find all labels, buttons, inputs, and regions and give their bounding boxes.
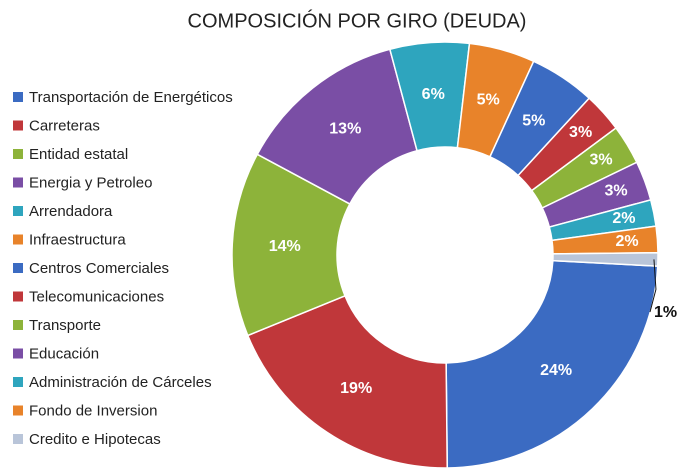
- leader-line: [649, 259, 657, 313]
- legend-label: Infraestructura: [29, 231, 126, 248]
- slice-label: 3%: [590, 152, 613, 169]
- legend-swatch: [13, 206, 23, 216]
- legend-swatch: [13, 263, 23, 273]
- legend-swatch: [13, 320, 23, 330]
- legend-label: Telecomunicaciones: [29, 288, 164, 305]
- legend-label: Transporte: [29, 317, 101, 334]
- legend-label: Transportación de Energéticos: [29, 89, 233, 106]
- legend-swatch: [13, 234, 23, 245]
- legend-swatch: [13, 120, 23, 131]
- slice-label: 14%: [269, 238, 301, 255]
- legend-label: Centros Comerciales: [29, 260, 169, 277]
- legend-label: Arrendadora: [29, 203, 113, 220]
- legend-label: Administración de Cárceles: [29, 374, 212, 391]
- donut-slice: [552, 252, 659, 267]
- slice-label: 2%: [615, 233, 638, 250]
- legend-swatch: [13, 92, 23, 102]
- slice-label: 2%: [612, 210, 635, 227]
- chart-title: COMPOSICIÓN POR GIRO (DEUDA): [188, 9, 527, 32]
- legend-swatch: [13, 405, 23, 416]
- legend-label: Credito e Hipotecas: [29, 431, 161, 448]
- slice-label: 3%: [604, 183, 627, 200]
- legend-label: Educación: [29, 345, 99, 362]
- legend-swatch: [13, 348, 23, 359]
- slice-label: 19%: [340, 380, 372, 397]
- donut-slice: [445, 259, 659, 469]
- legend-label: Fondo de Inversion: [29, 402, 157, 419]
- donut-slice: [246, 294, 448, 469]
- legend-swatch: [13, 149, 23, 159]
- legend-swatch: [13, 177, 23, 188]
- legend-swatch: [13, 434, 23, 444]
- slice-label: 3%: [569, 124, 592, 141]
- legend-label: Carreteras: [29, 117, 100, 134]
- slice-label: 1%: [654, 304, 677, 321]
- legend-swatch: [13, 377, 23, 387]
- legend-label: Entidad estatal: [29, 146, 128, 163]
- donut-slice: [231, 153, 351, 337]
- slice-label: 6%: [422, 86, 445, 103]
- slice-label: 5%: [477, 92, 500, 109]
- slice-label: 24%: [540, 362, 572, 379]
- legend-label: Energia y Petroleo: [29, 174, 152, 191]
- legend-swatch: [13, 291, 23, 302]
- slice-label: 5%: [522, 113, 545, 130]
- slice-label: 13%: [329, 120, 361, 137]
